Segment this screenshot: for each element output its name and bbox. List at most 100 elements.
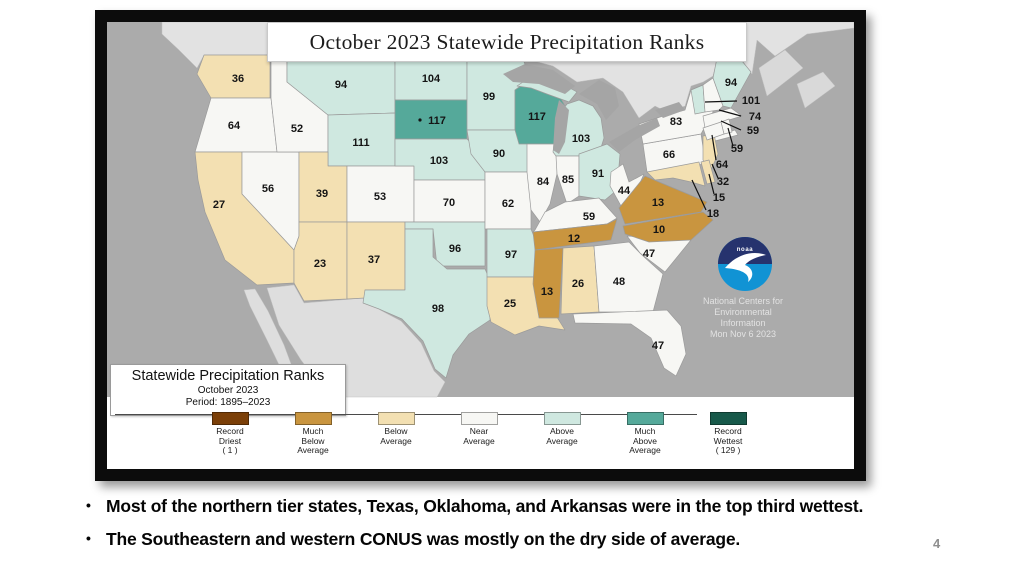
state-ky-value: 59 [583,211,595,223]
state-wi-value: 117 [528,111,546,123]
callout-line-nh [718,109,742,117]
state-ri-value: 59 [731,143,743,155]
lake-michigan [553,100,569,154]
state-la-value: 25 [504,298,516,310]
noaa-logo-word: noaa [737,247,753,253]
legend-label: Above [632,435,658,446]
state-oh-value: 91 [592,168,604,180]
callout-line-md [691,179,707,211]
noaa-org-line-3: Information [720,318,765,328]
callout-line-ma [720,120,742,131]
legend-subtitle: October 2023 [197,385,259,396]
callout-line-ri [727,127,734,147]
noaa-logo-top [718,237,772,264]
legend-label: Much [634,426,656,436]
great-lakes [503,64,685,154]
state-mn-value: 99 [483,91,495,103]
state-rank-labels: 36 64 27 56 52 94 111 39 53 23 37 104 11… [213,73,762,352]
state-nd-value: 104 [422,73,441,85]
state-pa-value: 66 [663,149,675,161]
lake-huron [579,80,619,120]
map-title: October 2023 Statewide Precipitation Ran… [309,29,705,54]
noaa-seagull-icon [725,252,766,282]
legend-swatch-much-above [626,412,664,425]
state-nc [622,211,714,243]
state-md-value: 18 [707,208,719,220]
legend-label: Record [714,426,742,436]
callout-line-de [708,173,715,195]
callout-line-ct [711,134,717,161]
state-ne-value: 103 [430,155,448,167]
states-layer [194,49,752,379]
state-in [555,155,580,205]
page-number: 4 [933,536,941,551]
state-sc-value: 47 [643,248,655,260]
state-il-value: 84 [537,176,550,188]
canada-maritime [758,49,804,97]
legend-label: Below [384,426,408,436]
legend-title: Statewide Precipitation Ranks [131,368,325,384]
map-title-box: October 2023 Statewide Precipitation Ran… [267,22,747,62]
legend-item-much-below: Much Below Average [273,412,353,456]
state-ga [593,241,664,313]
legend-label: Average [463,435,495,446]
callout-line-vt [704,100,738,103]
legend-swatch-above [543,412,581,425]
state-ks-value: 70 [443,197,455,209]
state-md [646,161,706,187]
bullet-1-text: Most of the northern tier states, Texas,… [106,496,864,516]
legend-swatch-record-wettest [709,412,747,425]
state-nc-value: 10 [653,224,665,236]
us-precipitation-map: 36 64 27 56 52 94 111 39 53 23 37 104 11… [107,22,854,398]
state-ar-value: 97 [505,249,517,261]
bullet-list: Most of the northern tier states, Texas,… [84,496,989,562]
callout-line-nj [711,163,719,179]
state-mi-value: 103 [572,133,590,145]
state-in-value: 85 [562,174,574,186]
legend-label: Above [549,426,575,436]
canada-maritime-2 [796,71,836,109]
legend-label: ( 1 ) [222,445,238,455]
legend-label: ( 129 ) [715,445,741,455]
state-ga-value: 48 [613,276,625,288]
legend-label: Record [216,426,244,436]
legend-item-below: Below Average [356,412,436,446]
state-ct [702,121,725,141]
state-mo-value: 62 [502,198,514,210]
legend-label: Wettest [713,435,743,446]
legend-label: Below [301,435,325,446]
state-tx [362,228,491,379]
noaa-date: Mon Nov 6 2023 [710,329,776,339]
state-nh [702,77,724,113]
legend-swatch-record-driest [211,412,249,425]
map-figure-frame: 36 64 27 56 52 94 111 39 53 23 37 104 11… [95,10,866,481]
state-me-value: 94 [725,77,738,89]
state-id-value: 52 [291,123,303,135]
state-or-value: 64 [228,120,241,132]
state-tn [532,218,618,251]
legend-label: Driest [218,435,242,446]
legend-item-record-wettest: Record Wettest ( 129 ) [688,412,768,456]
lake-ontario [655,102,685,118]
bullet-2: The Southeastern and western CONUS was m… [84,529,989,550]
legend-item-much-above: Much Above Average [605,412,685,456]
state-ia-value: 90 [493,148,505,160]
legend-label: Much [302,426,324,436]
state-co-value: 53 [374,191,386,203]
state-wv-value: 44 [618,185,631,197]
state-wa-value: 36 [232,73,244,85]
legend-item-above: Above Average [522,412,602,446]
state-vt-value: 101 [742,95,760,107]
lake-superior [503,64,575,94]
bullet-1: Most of the northern tier states, Texas,… [84,496,989,517]
noaa-org-line-1: National Centers for [703,296,783,306]
state-ma-value: 59 [747,125,759,137]
state-sd-dot [418,118,422,122]
state-wy-value: 111 [352,137,369,149]
lake-erie [609,118,660,152]
state-ok-value: 96 [449,243,461,255]
state-ms [532,247,564,319]
noaa-logo: noaa [718,237,772,291]
state-nj-value: 32 [717,176,729,188]
